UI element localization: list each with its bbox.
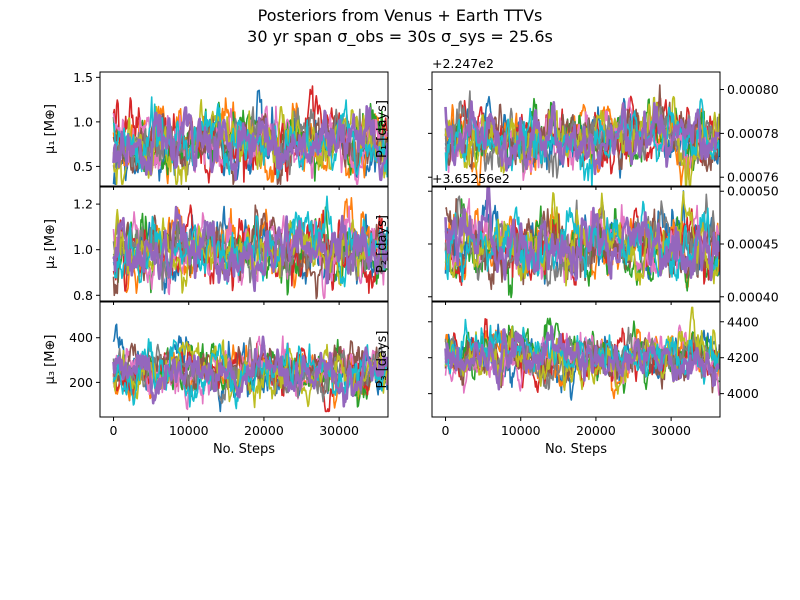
traces-mu1 — [112, 85, 388, 185]
ylabel-P1: P₁ [days] — [375, 100, 390, 158]
xtick-label-mu3-2: 20000 — [244, 423, 284, 438]
ytick-label-mu1-1: 1.0 — [73, 114, 93, 129]
axes-frame-mu2 — [99, 186, 389, 302]
ytick-label-P2-2: 0.00050 — [727, 184, 779, 199]
ytick-label-P3-1: 4200 — [727, 350, 759, 365]
axes-frame-P3 — [431, 301, 721, 418]
trace-walker-9 — [444, 98, 720, 186]
traces-P2 — [444, 187, 720, 299]
ytick-label-P3-2: 4400 — [727, 314, 759, 329]
ylabel-P2: P₂ [days] — [375, 215, 390, 273]
ytick-label-P3-0: 4000 — [727, 386, 759, 401]
panel-mu1: 0.5 1.0 1.5 μ₁ [M⊕] — [43, 70, 389, 190]
panel-mu3: 200 400 0 10000 20000 30000 μ₃ [M⊕] No. Steps — [43, 301, 389, 457]
ylabel-P3: P₃ [days] — [375, 330, 390, 388]
panel-P3: 4000 4200 4400 0 10000 20000 30000 P₃ [days] No.… — [375, 301, 759, 457]
xtick-label-P3-0: 0 — [442, 423, 450, 438]
offset-text-P1: +2.247e2 — [432, 56, 494, 71]
ytick-label-P2-0: 0.00040 — [727, 289, 779, 304]
traces-mu3 — [112, 323, 388, 413]
ytick-label-mu2-1: 1.0 — [73, 242, 93, 257]
trace-walker-10 — [444, 325, 720, 391]
figure-title: Posteriors from Venus + Earth TTVs — [257, 6, 543, 25]
xlabel-P3: No. Steps — [545, 442, 607, 457]
ytick-label-mu3-0: 200 — [69, 375, 93, 390]
traces-mu2 — [112, 195, 388, 300]
xtick-label-mu3-0: 0 — [110, 423, 118, 438]
ytick-label-mu1-0: 0.5 — [73, 159, 93, 174]
ytick-label-mu2-2: 1.2 — [73, 197, 93, 212]
ytick-label-mu2-0: 0.8 — [73, 288, 93, 303]
trace-walker-10 — [444, 100, 720, 176]
ytick-label-mu1-2: 1.5 — [73, 70, 93, 85]
xtick-label-P3-2: 20000 — [576, 423, 616, 438]
panel-mu2: 0.8 1.0 1.2 μ₂ [M⊕] — [43, 186, 389, 305]
xtick-label-mu3-3: 30000 — [319, 423, 359, 438]
axes-frame-mu1 — [99, 71, 389, 187]
xtick-label-P3-1: 10000 — [501, 423, 541, 438]
ylabel-mu1: μ₁ [M⊕] — [43, 104, 58, 154]
ylabel-mu3: μ₃ [M⊕] — [43, 335, 58, 385]
ytick-label-P2-1: 0.00045 — [727, 237, 779, 252]
traces-P3 — [444, 306, 720, 401]
trace-walker-8 — [112, 208, 388, 294]
ylabel-mu2: μ₂ [M⊕] — [43, 219, 58, 269]
figure-subtitle: 30 yr span σ_obs = 30s σ_sys = 25.6s — [247, 27, 553, 46]
trace-walker-10 — [444, 187, 720, 282]
traces-P1 — [444, 84, 720, 186]
trace-walker-10 — [112, 205, 388, 293]
panel-P1: 0.00076 0.00078 0.00080 P₁ [days] +2.247e2 — [375, 56, 779, 190]
trace-walker-2 — [444, 206, 720, 289]
ytick-label-mu3-1: 400 — [69, 330, 93, 345]
axes-frame-mu3 — [99, 301, 389, 418]
xtick-label-mu3-1: 10000 — [169, 423, 209, 438]
xlabel-mu3: No. Steps — [213, 442, 275, 457]
axes-frame-P1 — [431, 71, 721, 187]
trace-walker-9 — [445, 318, 720, 385]
trace-walker-7 — [112, 336, 388, 405]
panel-P2: 0.00040 0.00045 0.00050 P₂ [days] +3.65256e2 — [375, 171, 779, 305]
trace-walker-10 — [112, 105, 388, 182]
trace-walker-10 — [112, 335, 388, 408]
ytick-label-P1-2: 0.00080 — [727, 82, 779, 97]
ytick-label-P1-0: 0.00076 — [727, 170, 779, 185]
offset-text-P2: +3.65256e2 — [432, 171, 510, 186]
ytick-label-P1-1: 0.00078 — [727, 126, 779, 141]
xtick-label-P3-3: 30000 — [651, 423, 691, 438]
